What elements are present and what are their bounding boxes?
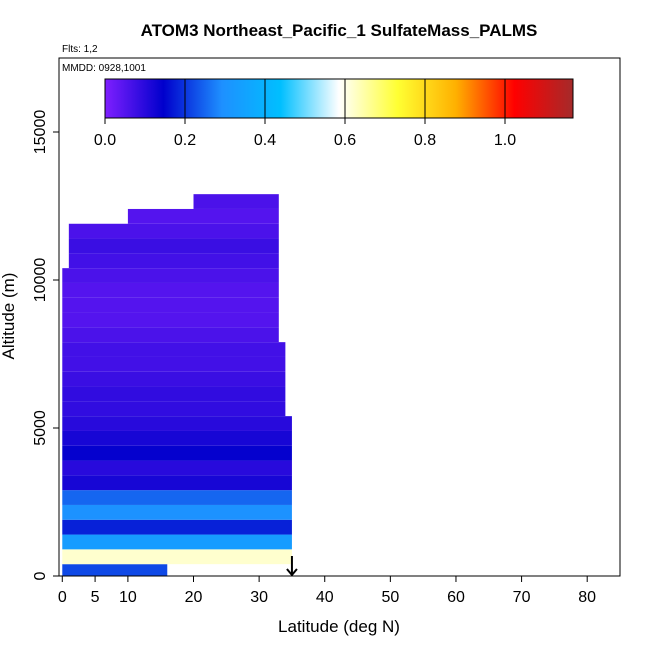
heatmap-cell-22: [68, 238, 279, 254]
heatmap-cell-1: [62, 549, 292, 565]
colorbar-tick-label-5: 1.0: [494, 132, 516, 149]
colorbar-tick-label-0: 0.0: [94, 132, 116, 149]
x-tick-label-9: 80: [578, 589, 596, 606]
x-tick-label-3: 20: [185, 589, 203, 606]
chart-title: ATOM3 Northeast_Pacific_1 SulfateMass_PA…: [141, 21, 538, 40]
x-axis: 0 5 10 20 30 40 50 60 70 80: [58, 576, 596, 606]
heatmap-cell-12: [62, 386, 286, 402]
x-tick-label-7: 60: [447, 589, 465, 606]
y-axis: 0 5000 10000 15000: [32, 110, 59, 580]
latitude-arrow: [286, 556, 298, 577]
x-axis-label: Latitude (deg N): [278, 617, 400, 636]
colorbar-gradient: [104, 78, 574, 119]
x-tick-label-6: 50: [381, 589, 399, 606]
heatmap-cell-11: [62, 401, 286, 417]
x-tick-label-4: 30: [250, 589, 268, 606]
x-tick-label-0: 0: [58, 589, 67, 606]
flights-label: Flts: 1,2: [62, 44, 98, 55]
y-tick-label-1: 5000: [32, 410, 49, 446]
colorbar-tick-label-3: 0.6: [334, 132, 356, 149]
heatmap-cell-5: [62, 490, 292, 505]
heatmap-layer: [62, 194, 292, 576]
heatmap-cell-6: [62, 475, 292, 491]
heatmap-cell-20: [62, 268, 279, 283]
y-tick-label-0: 0: [32, 571, 49, 580]
heatmap-cell-7: [62, 460, 292, 476]
heatmap-cell-18: [62, 297, 279, 313]
heatmap-cell-13: [62, 371, 286, 387]
y-axis-label: Altitude (m): [0, 273, 18, 360]
heatmap-cell-17: [62, 312, 279, 328]
colorbar-tick-label-2: 0.4: [254, 132, 276, 149]
plot-frame: [58, 57, 621, 577]
x-tick-label-1: 5: [91, 589, 100, 606]
x-tick-label-2: 10: [119, 589, 137, 606]
heatmap-cell-24: [127, 208, 279, 224]
heatmap-cell-15: [62, 342, 286, 357]
heatmap-cell-21: [68, 253, 279, 269]
y-tick-label-3: 15000: [32, 110, 49, 155]
x-tick-label-8: 70: [513, 589, 531, 606]
x-tick-label-5: 40: [316, 589, 334, 606]
colorbar: 0.0 0.2 0.4 0.6 0.8 1.0: [94, 78, 574, 149]
heatmap-cell-10: [62, 416, 292, 431]
arrow-head: [286, 568, 298, 577]
heatmap-cell-19: [62, 282, 279, 298]
colorbar-tick-label-1: 0.2: [174, 132, 196, 149]
heatmap-cell-8: [62, 445, 292, 461]
heatmap-cell-2: [62, 534, 292, 550]
heatmap-cell-14: [62, 356, 286, 372]
y-tick-label-2: 10000: [32, 258, 49, 303]
heatmap-cell-25: [193, 194, 279, 209]
heatmap-cell-3: [62, 519, 292, 535]
colorbar-tick-label-4: 0.8: [414, 132, 436, 149]
heatmap-cell-4: [62, 504, 292, 520]
heatmap-cell-23: [68, 223, 279, 239]
dates-label: MMDD: 0928,1001: [62, 63, 146, 74]
heatmap-cell-16: [62, 327, 279, 343]
heatmap-cell-9: [62, 430, 292, 446]
heatmap-cell-0: [62, 564, 168, 576]
